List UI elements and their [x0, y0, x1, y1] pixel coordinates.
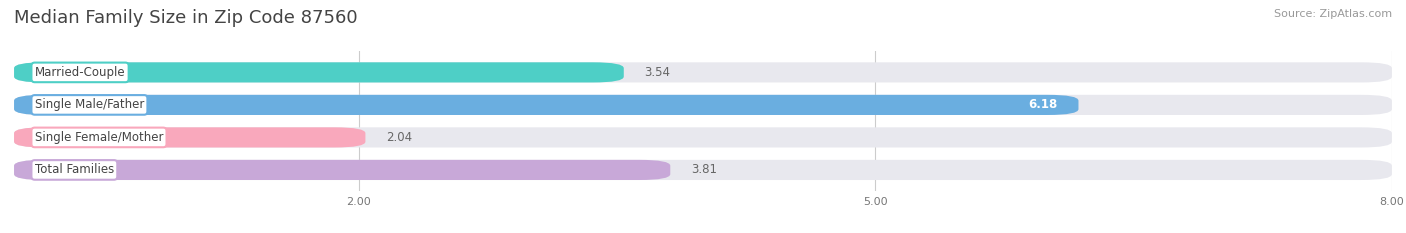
Text: 3.54: 3.54: [644, 66, 671, 79]
FancyBboxPatch shape: [14, 95, 1078, 115]
Text: Source: ZipAtlas.com: Source: ZipAtlas.com: [1274, 9, 1392, 19]
Text: Total Families: Total Families: [35, 163, 114, 176]
FancyBboxPatch shape: [14, 127, 366, 147]
FancyBboxPatch shape: [14, 62, 1392, 82]
Text: Married-Couple: Married-Couple: [35, 66, 125, 79]
Text: Median Family Size in Zip Code 87560: Median Family Size in Zip Code 87560: [14, 9, 357, 27]
FancyBboxPatch shape: [14, 160, 671, 180]
Text: 2.04: 2.04: [387, 131, 412, 144]
FancyBboxPatch shape: [14, 127, 1392, 147]
Text: 3.81: 3.81: [690, 163, 717, 176]
FancyBboxPatch shape: [14, 160, 1392, 180]
Text: Single Male/Father: Single Male/Father: [35, 98, 143, 111]
FancyBboxPatch shape: [14, 95, 1392, 115]
Text: Single Female/Mother: Single Female/Mother: [35, 131, 163, 144]
FancyBboxPatch shape: [14, 62, 624, 82]
Text: 6.18: 6.18: [1029, 98, 1057, 111]
